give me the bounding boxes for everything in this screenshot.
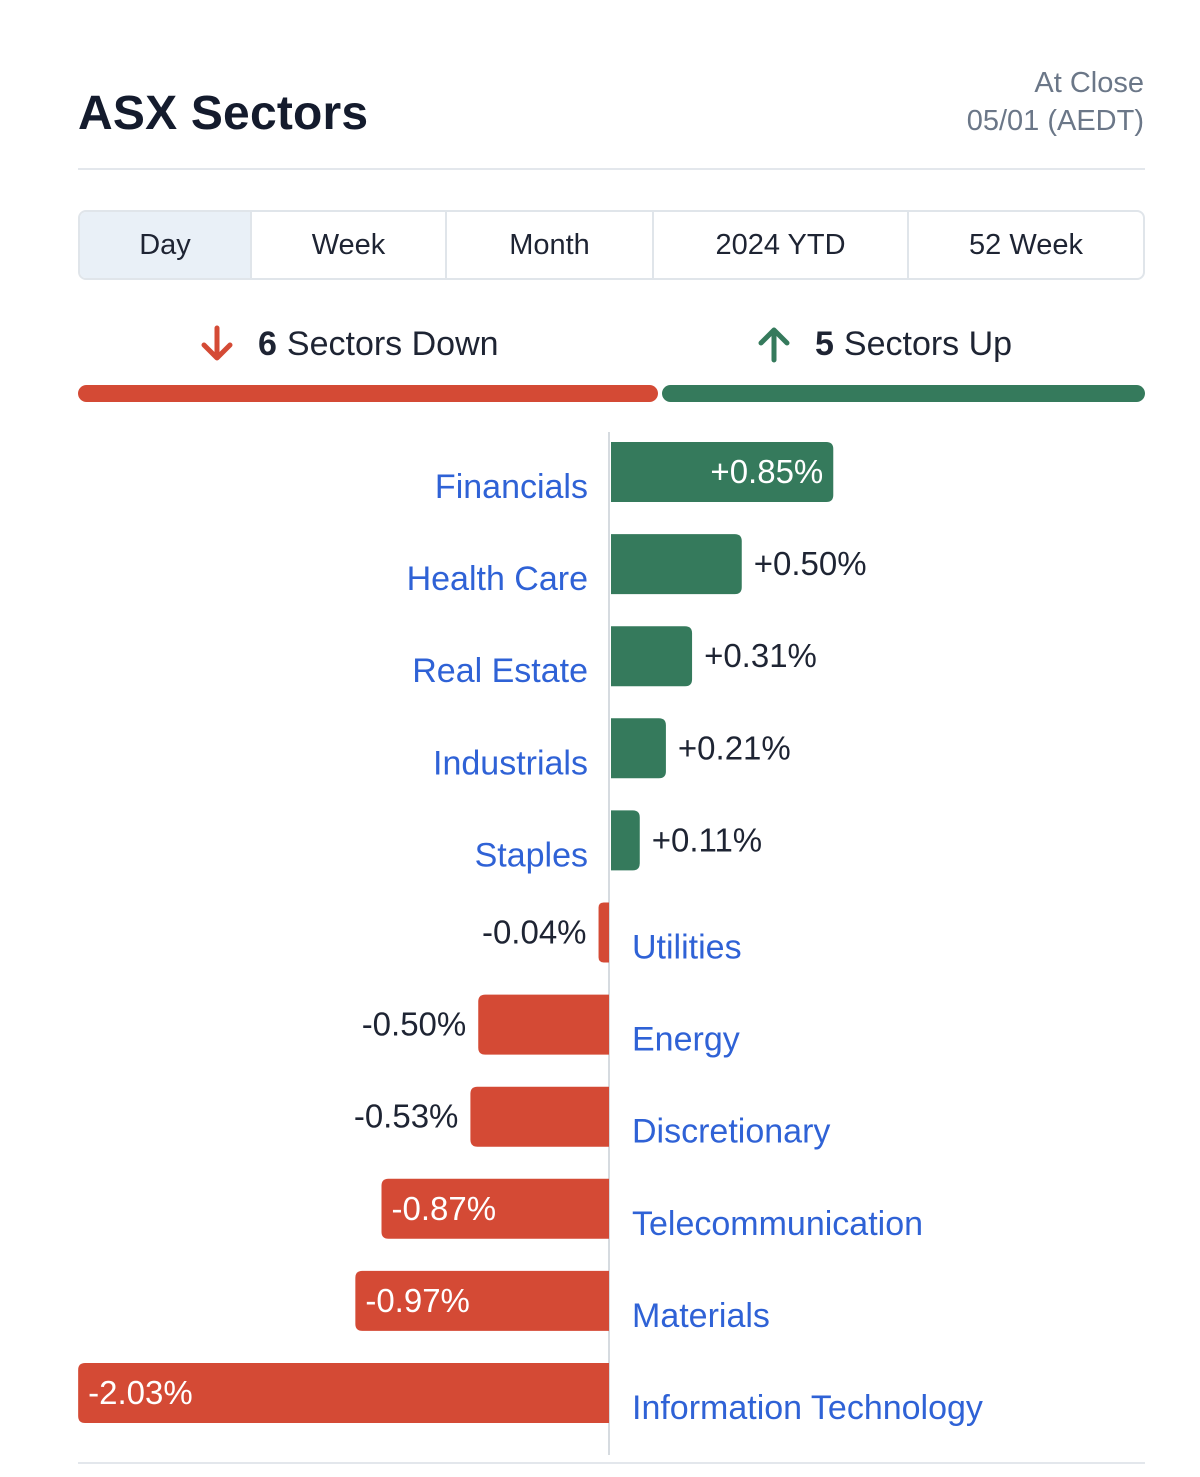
category-label-5: Utilities	[632, 929, 742, 967]
value-label-3: +0.21%	[678, 729, 791, 766]
close-date: 05/01 (AEDT)	[966, 105, 1144, 137]
value-label-1: +0.50%	[754, 545, 867, 582]
tab-2024-ytd[interactable]: 2024 YTD	[654, 212, 909, 278]
category-label-8: Telecommunication	[632, 1205, 923, 1243]
market-status: At Close	[1034, 67, 1144, 99]
category-label-4: Staples	[475, 836, 588, 874]
value-label-9: -0.97%	[365, 1282, 470, 1319]
category-label-3: Industrials	[433, 744, 588, 782]
sectors-up-label: Sectors Up	[843, 324, 1013, 363]
sectors-down-label: Sectors Down	[286, 324, 499, 363]
bar-9	[355, 1270, 609, 1331]
bar-8	[381, 1178, 609, 1239]
bar-2	[611, 626, 693, 687]
tab-day[interactable]: Day	[80, 212, 252, 278]
sectors-up-summary: 5 Sectors Up	[753, 318, 1012, 370]
sectors-up-count: 5	[815, 324, 834, 363]
value-label-5: -0.04%	[482, 914, 587, 951]
category-label-10: Information Technology	[632, 1389, 983, 1427]
category-label-9: Materials	[632, 1297, 770, 1335]
arrow-down-icon	[201, 325, 233, 361]
tab-month[interactable]: Month	[447, 212, 654, 278]
bar-0	[611, 442, 834, 502]
up-ratio-bar	[661, 385, 1145, 402]
category-label-1: Health Care	[407, 560, 588, 598]
bar-4	[611, 810, 640, 871]
category-label-6: Energy	[632, 1021, 740, 1059]
category-label-2: Real Estate	[412, 652, 588, 690]
bar-7	[470, 1086, 609, 1147]
category-label-0: Financials	[435, 468, 588, 506]
tab-52-week[interactable]: 52 Week	[969, 228, 1083, 261]
bar-6	[478, 994, 609, 1055]
bar-5	[598, 902, 609, 963]
bar-3	[611, 718, 666, 779]
category-label-7: Discretionary	[632, 1113, 830, 1151]
sectors-down-summary: 6 Sectors Down	[196, 318, 499, 370]
footer-divider	[78, 1462, 1145, 1464]
bar-10	[78, 1363, 609, 1423]
header-divider	[78, 168, 1145, 170]
bar-1	[611, 534, 742, 595]
value-label-0: +0.85%	[710, 453, 823, 490]
tab-week[interactable]: Week	[252, 212, 447, 278]
page-title: ASX Sectors	[78, 87, 369, 140]
sectors-down-count: 6	[258, 324, 277, 363]
period-tabs: Day Week Month 2024 YTD 52 Week	[78, 210, 1145, 280]
value-label-2: +0.31%	[704, 637, 817, 674]
value-label-6: -0.50%	[362, 1006, 467, 1043]
arrow-up-icon	[758, 327, 790, 363]
down-ratio-bar	[78, 385, 658, 402]
value-label-8: -0.87%	[391, 1190, 496, 1227]
value-label-10: -2.03%	[88, 1374, 193, 1411]
value-label-7: -0.53%	[354, 1098, 459, 1135]
value-label-4: +0.11%	[652, 821, 762, 858]
close-info: At Close 05/01 (AEDT)	[967, 64, 1144, 140]
